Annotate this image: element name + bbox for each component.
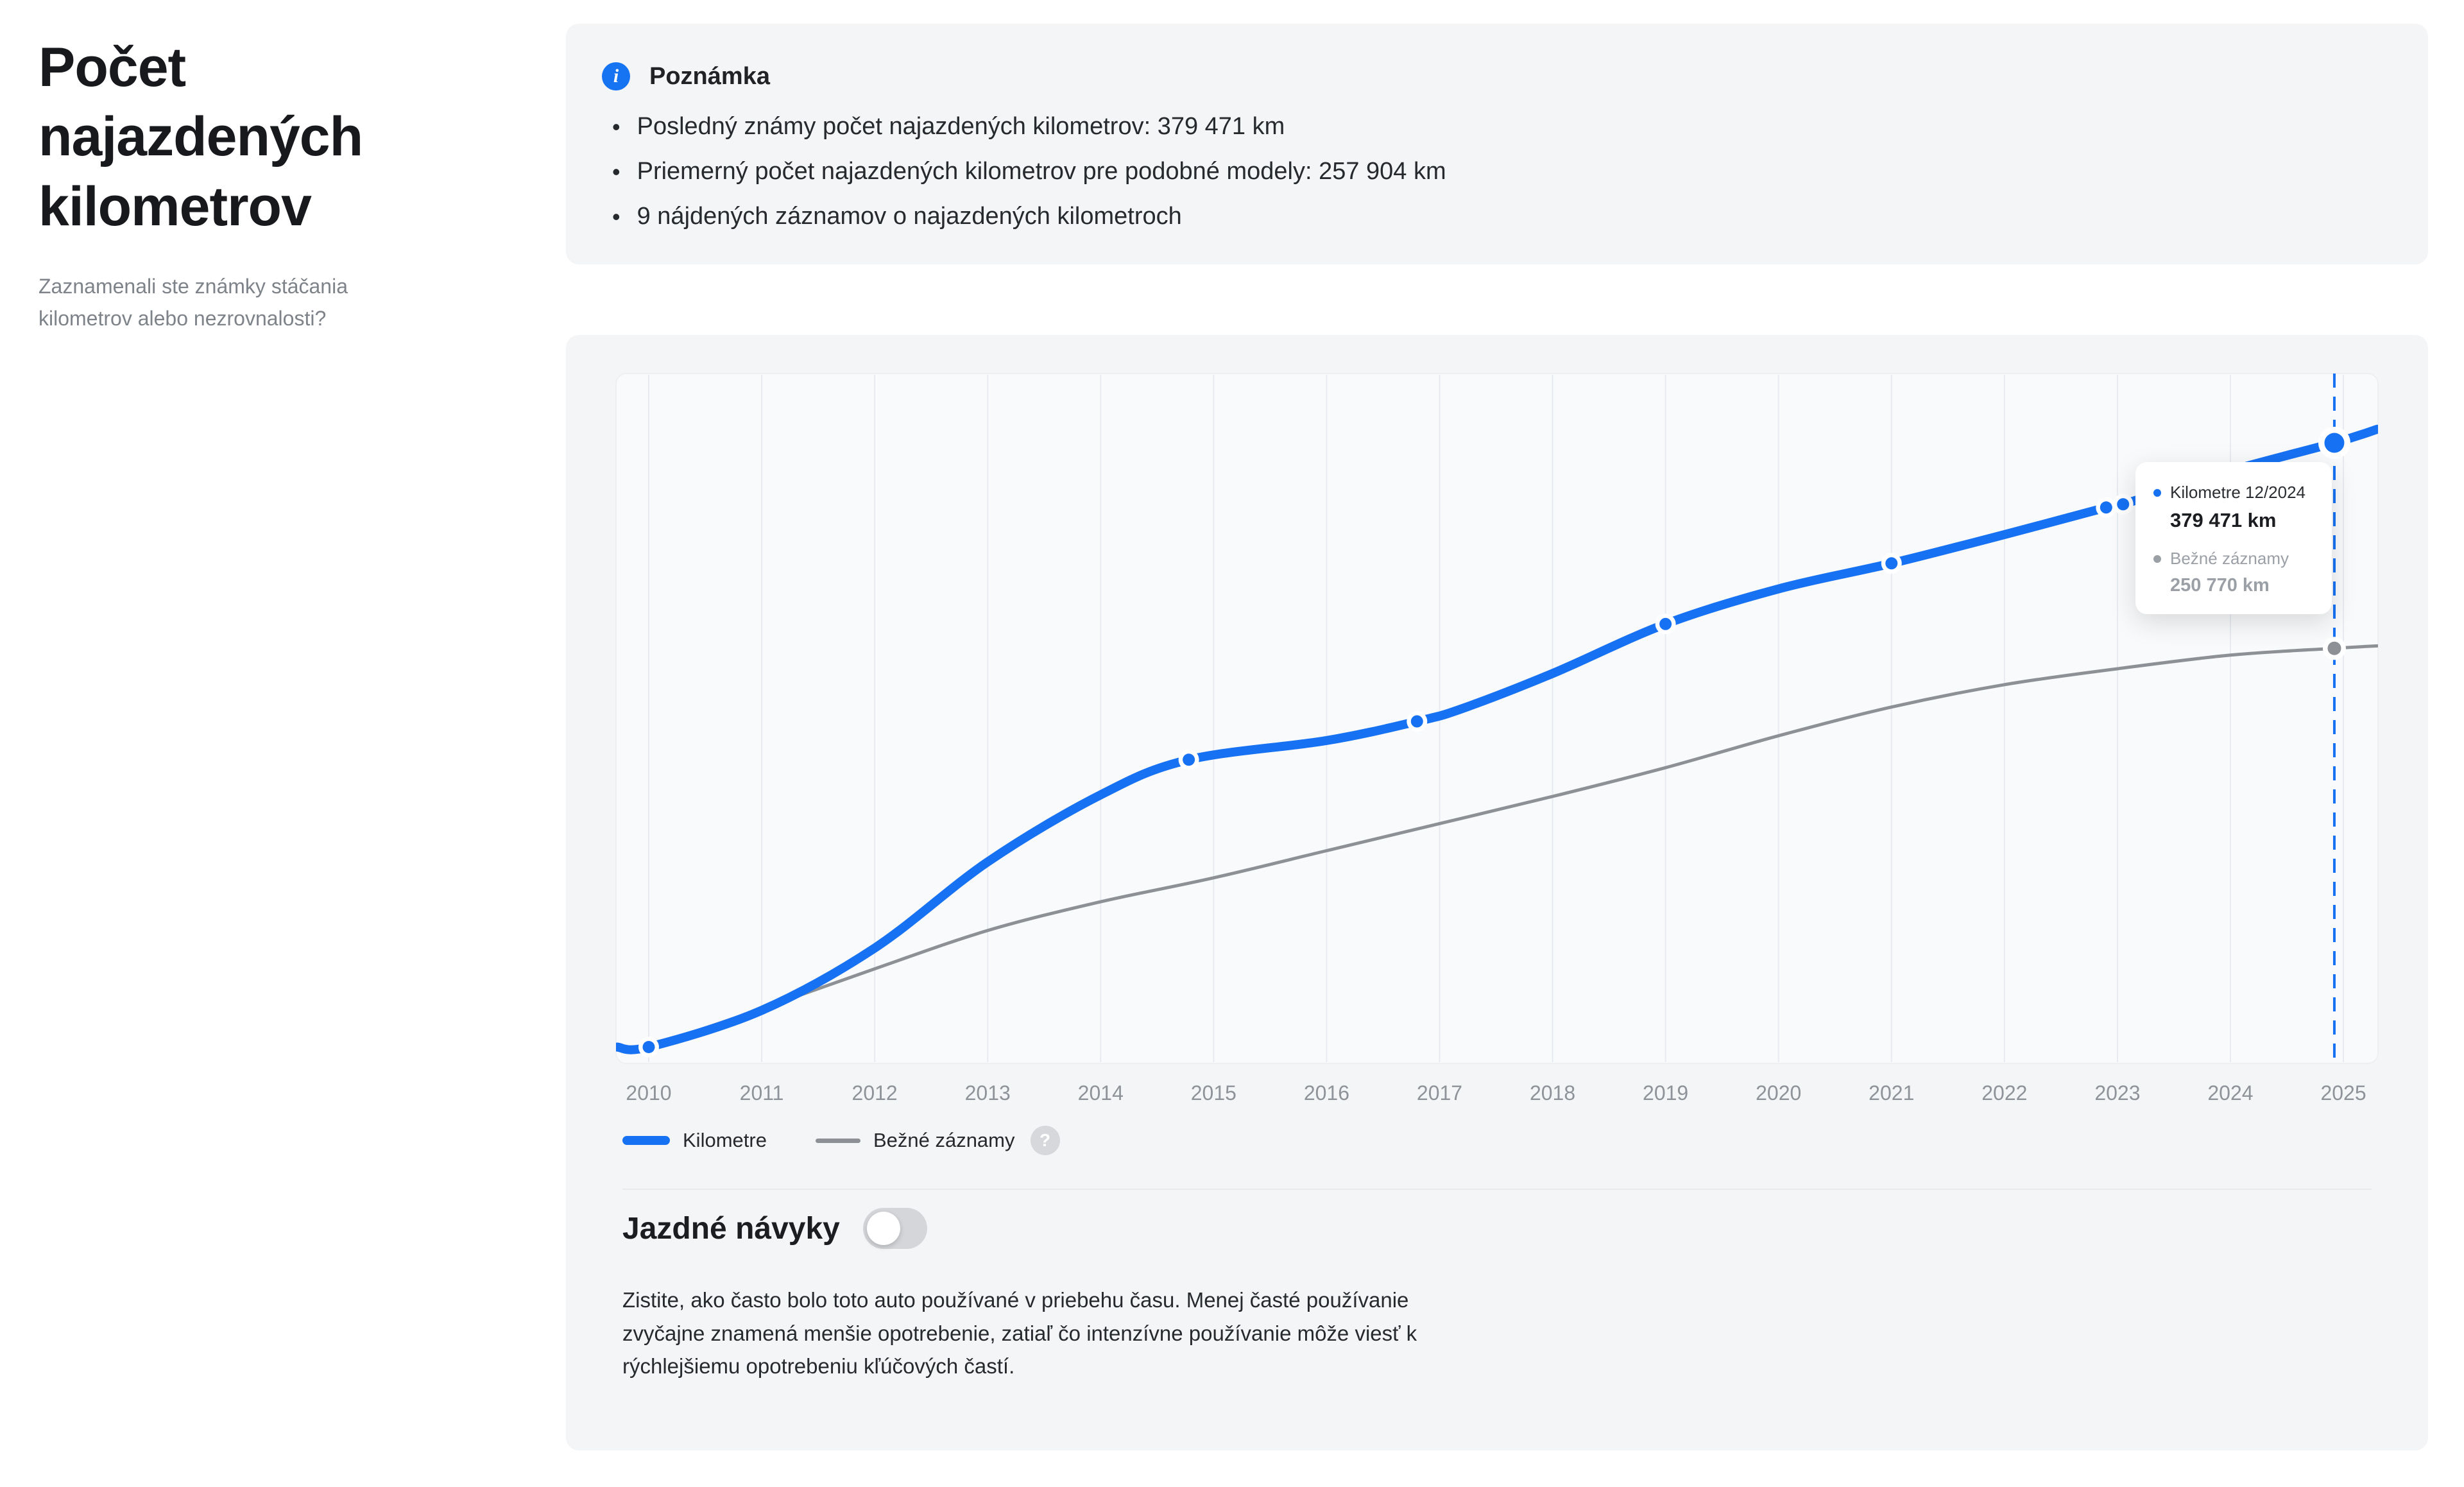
- note-box: i Poznámka Posledný známy počet najazden…: [566, 24, 2428, 265]
- bezne-dot-icon: [2153, 554, 2161, 563]
- x-axis-label: 2020: [1756, 1081, 1801, 1105]
- chart-legend: Kilometre Bežné záznamy ?: [622, 1126, 1060, 1156]
- driving-habits-description: Zistite, ako často bolo toto auto použív…: [622, 1288, 1417, 1378]
- tooltip-kilometre-row: Kilometre 12/2024: [2153, 483, 2314, 503]
- x-axis-label: 2018: [1530, 1081, 1575, 1105]
- help-icon[interactable]: ?: [1030, 1126, 1060, 1156]
- tooltip-kilometre-label: Kilometre 12/2024: [2170, 483, 2306, 503]
- page-title: Počet najazdených kilometrov: [38, 37, 363, 237]
- tooltip-bezne-value: 250 770 km: [2170, 575, 2270, 596]
- driving-habits-header: Jazdné návyky: [622, 1208, 927, 1250]
- x-axis-label: 2014: [1078, 1081, 1124, 1105]
- x-axis-label: 2017: [1417, 1081, 1462, 1105]
- tooltip-bezne-row: Bežné záznamy: [2153, 549, 2314, 569]
- note-list: Posledný známy počet najazdených kilomet…: [602, 113, 2392, 230]
- x-axis-label: 2023: [2094, 1081, 2140, 1105]
- kilometre-legend-label: Kilometre: [683, 1129, 767, 1152]
- note-item: Priemerný počet najazdených kilometrov p…: [612, 158, 2392, 185]
- x-axis-label: 2016: [1304, 1081, 1349, 1105]
- tooltip-bezne-label: Bežné záznamy: [2170, 549, 2289, 569]
- x-axis-label: 2010: [626, 1081, 671, 1105]
- info-icon: i: [602, 62, 630, 90]
- page-subtitle: Zaznamenali ste známky stáčania kilometr…: [38, 275, 348, 330]
- x-axis-label: 2025: [2320, 1081, 2366, 1105]
- bezne-legend-swatch: [815, 1138, 860, 1143]
- x-axis-label: 2022: [1981, 1081, 2027, 1105]
- toggle-knob: [866, 1212, 900, 1246]
- x-axis-label: 2024: [2207, 1081, 2253, 1105]
- driving-habits-toggle[interactable]: [862, 1208, 927, 1250]
- tooltip-kilometre-value: 379 471 km: [2170, 509, 2277, 532]
- note-title: Poznámka: [649, 62, 770, 90]
- mileage-chart-card: 2010 2011 2012 2013 2014 2015 2016 2017 2018 2019…: [566, 335, 2428, 1451]
- divider: [622, 1189, 2372, 1190]
- driving-habits-title: Jazdné návyky: [622, 1211, 840, 1246]
- x-axis-label: 2019: [1643, 1081, 1688, 1105]
- note-item: 9 nájdených záznamov o najazdených kilom…: [612, 203, 2392, 230]
- mileage-section: i Poznámka Posledný známy počet najazden…: [566, 24, 2428, 1451]
- note-item: Posledný známy počet najazdených kilomet…: [612, 113, 2392, 141]
- kilometre-dot-icon: [2153, 488, 2161, 497]
- note-header: i Poznámka: [602, 62, 2392, 90]
- section-intro: Počet najazdených kilometrov Zaznamenali…: [38, 24, 488, 1450]
- page: Počet najazdených kilometrov Zaznamenali…: [0, 0, 2464, 1450]
- x-axis-label: 2015: [1191, 1081, 1236, 1105]
- x-axis-label: 2011: [740, 1081, 784, 1105]
- x-axis-label: 2012: [852, 1081, 898, 1105]
- x-axis-label: 2021: [1869, 1081, 1914, 1105]
- x-axis-label: 2013: [965, 1081, 1011, 1105]
- mileage-chart[interactable]: 2010 2011 2012 2013 2014 2015 2016 2017 2018 2019…: [566, 335, 2428, 1115]
- kilometre-legend-swatch: [622, 1136, 670, 1146]
- bezne-legend-label: Bežné záznamy: [873, 1129, 1015, 1152]
- chart-tooltip: Kilometre 12/2024 379 471 km Bežné zázna…: [2135, 462, 2332, 615]
